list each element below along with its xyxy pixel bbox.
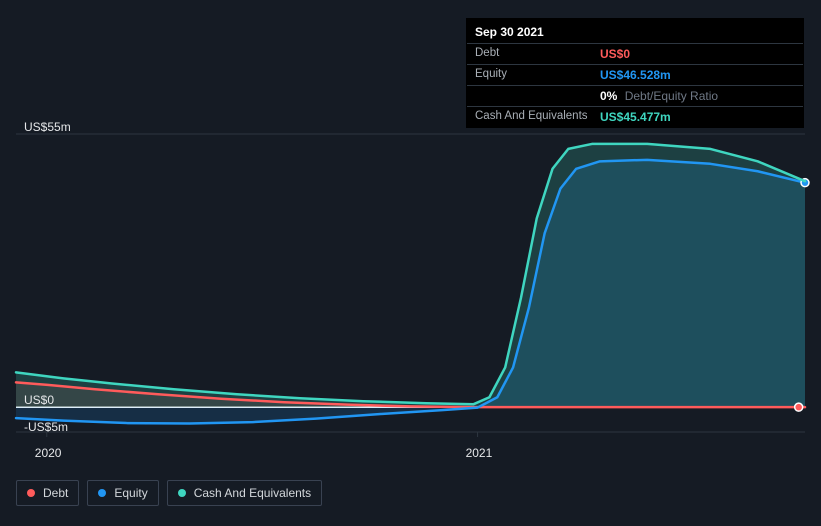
tooltip-value: US$46.528m <box>600 68 671 82</box>
legend-toggle-equity[interactable]: Equity <box>87 480 158 506</box>
chart-tooltip: Sep 30 2021 Debt US$0 Equity US$46.528m … <box>466 18 804 128</box>
tooltip-label: Debt <box>475 47 600 61</box>
tooltip-value: 0% <box>600 89 617 103</box>
tooltip-label: Equity <box>475 68 600 82</box>
circle-icon <box>27 489 35 497</box>
tooltip-suffix: Debt/Equity Ratio <box>625 89 718 103</box>
tooltip-row-cash: Cash And Equivalents US$45.477m <box>467 107 803 127</box>
y-axis-label-min: -US$5m <box>24 420 68 434</box>
circle-icon <box>178 489 186 497</box>
x-axis-label-2020: 2020 <box>35 446 62 460</box>
legend-label: Debt <box>43 486 68 500</box>
chart-legend: Debt Equity Cash And Equivalents <box>16 480 322 506</box>
legend-toggle-cash[interactable]: Cash And Equivalents <box>167 480 322 506</box>
tooltip-row-debt: Debt US$0 <box>467 44 803 65</box>
tooltip-row-ratio: 0% Debt/Equity Ratio <box>467 86 803 107</box>
legend-label: Cash And Equivalents <box>194 486 311 500</box>
tooltip-row-equity: Equity US$46.528m <box>467 65 803 86</box>
circle-icon <box>98 489 106 497</box>
x-axis-label-2021: 2021 <box>466 446 493 460</box>
y-axis-label-zero: US$0 <box>24 393 54 407</box>
legend-toggle-debt[interactable]: Debt <box>16 480 79 506</box>
legend-label: Equity <box>114 486 147 500</box>
tooltip-value: US$45.477m <box>600 110 671 124</box>
tooltip-label: Cash And Equivalents <box>475 110 600 124</box>
tooltip-date: Sep 30 2021 <box>467 19 803 44</box>
tooltip-value: US$0 <box>600 47 630 61</box>
y-axis-label-max: US$55m <box>24 120 71 134</box>
tooltip-label <box>475 89 600 103</box>
